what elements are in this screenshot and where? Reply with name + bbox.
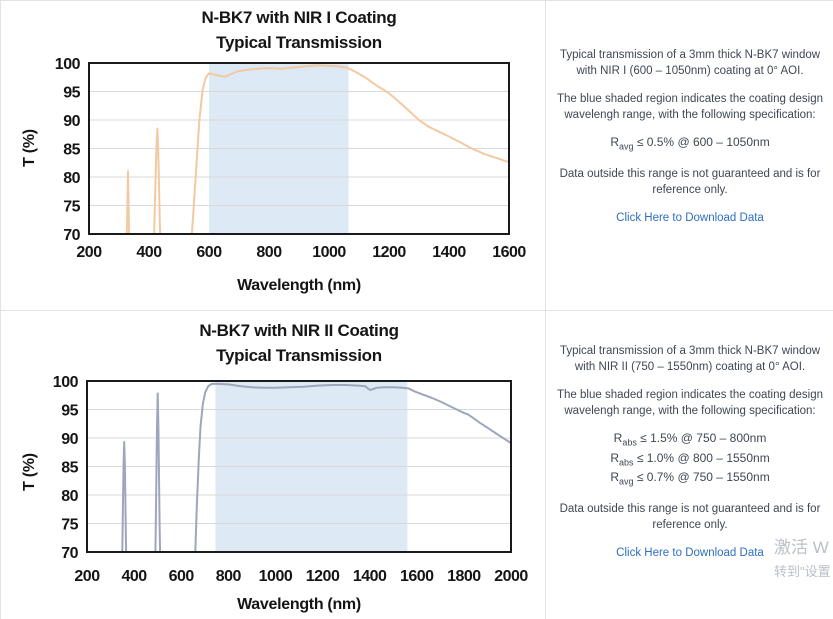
svg-text:85: 85 bbox=[63, 142, 80, 159]
svg-text:80: 80 bbox=[61, 488, 78, 505]
y-tick-labels: 70 75 80 85 90 95 100 bbox=[55, 56, 81, 244]
svg-text:200: 200 bbox=[76, 244, 102, 261]
windows-activation-watermark: 激活 W 转到"设置 bbox=[774, 538, 831, 579]
nir2-band-explanation: The blue shaded region indicates the coa… bbox=[557, 388, 823, 417]
svg-text:85: 85 bbox=[61, 460, 78, 477]
page-top-border bbox=[0, 0, 833, 1]
svg-text:75: 75 bbox=[63, 199, 80, 216]
nir1-band-explanation: The blue shaded region indicates the coa… bbox=[557, 92, 823, 121]
spec-line: Rabs ≤ 1.0% @ 800 – 1550nm bbox=[610, 450, 770, 468]
svg-text:90: 90 bbox=[61, 431, 78, 448]
svg-text:70: 70 bbox=[61, 545, 78, 562]
nir2-chart-subtitle: Typical Transmission bbox=[216, 346, 382, 365]
svg-text:1400: 1400 bbox=[353, 568, 387, 585]
svg-text:1000: 1000 bbox=[259, 568, 293, 585]
nir1-description-panel: Typical transmission of a 3mm thick N-BK… bbox=[551, 1, 829, 310]
nir1-disclaimer: Data outside this range is not guarantee… bbox=[559, 167, 821, 197]
nir1-download-data-link[interactable]: Click Here to Download Data bbox=[616, 212, 764, 225]
transmission-curve bbox=[121, 382, 511, 552]
svg-text:1800: 1800 bbox=[447, 568, 481, 585]
transmission-curve bbox=[125, 64, 509, 234]
nir2-chart-title: N-BK7 with NIR II Coating bbox=[199, 321, 399, 340]
nir2-description-panel: Typical transmission of a 3mm thick N-BK… bbox=[551, 311, 829, 619]
nir2-description-text: Typical transmission of a 3mm thick N-BK… bbox=[559, 345, 821, 374]
svg-text:1600: 1600 bbox=[400, 568, 434, 585]
vertical-divider bbox=[545, 0, 546, 619]
plot-frame bbox=[88, 62, 510, 235]
nir2-transmission-plot: 70 75 80 85 90 95 100 200 400 600 800 1000 1200 1400 1… bbox=[53, 374, 529, 585]
nir2-download-data-link[interactable]: Click Here to Download Data bbox=[616, 547, 764, 560]
svg-text:400: 400 bbox=[136, 244, 162, 261]
nir2-x-axis-label: Wavelength (nm) bbox=[237, 596, 361, 613]
svg-text:400: 400 bbox=[122, 568, 148, 585]
nir1-description-text: Typical transmission of a 3mm thick N-BK… bbox=[559, 49, 821, 78]
svg-text:1200: 1200 bbox=[306, 568, 340, 585]
svg-text:90: 90 bbox=[63, 113, 80, 130]
spec-line: Ravg ≤ 0.5% @ 600 – 1050nm bbox=[610, 135, 770, 152]
nir1-x-axis-label: Wavelength (nm) bbox=[237, 277, 361, 294]
svg-text:800: 800 bbox=[216, 568, 242, 585]
svg-text:2000: 2000 bbox=[494, 568, 528, 585]
svg-text:95: 95 bbox=[61, 403, 78, 420]
svg-text:1000: 1000 bbox=[312, 244, 346, 261]
svg-text:600: 600 bbox=[196, 244, 222, 261]
spec-line: Ravg ≤ 0.7% @ 750 – 1550nm bbox=[610, 470, 770, 487]
page-left-border bbox=[0, 0, 1, 619]
svg-text:200: 200 bbox=[74, 568, 100, 585]
nir1-transmission-plot: 70 75 80 85 90 95 100 200 400 600 800 1000 1200 1400 1… bbox=[55, 56, 527, 261]
svg-text:800: 800 bbox=[256, 244, 282, 261]
svg-text:95: 95 bbox=[63, 85, 80, 102]
svg-text:600: 600 bbox=[169, 568, 195, 585]
nir2-spec-list: Rabs ≤ 1.5% @ 750 – 800nm Rabs ≤ 1.0% @ 8… bbox=[557, 430, 823, 488]
svg-text:100: 100 bbox=[55, 56, 81, 73]
watermark-line1: 激活 W bbox=[774, 538, 829, 557]
svg-text:75: 75 bbox=[61, 517, 78, 534]
nir2-chart-cell: N-BK7 with NIR II Coating Typical Transm… bbox=[1, 311, 545, 619]
svg-text:100: 100 bbox=[53, 374, 79, 391]
horizontal-divider bbox=[0, 310, 833, 311]
nir1-chart-subtitle: Typical Transmission bbox=[216, 33, 382, 52]
x-tick-labels: 200 400 600 800 1000 1200 1400 1600 bbox=[76, 244, 527, 261]
nir2-disclaimer: Data outside this range is not guarantee… bbox=[559, 502, 821, 531]
y-tick-labels: 70 75 80 85 90 95 100 bbox=[53, 374, 79, 562]
nir1-chart-title: N-BK7 with NIR I Coating bbox=[201, 8, 397, 27]
svg-text:70: 70 bbox=[63, 227, 80, 244]
x-tick-labels: 200 400 600 800 1000 1200 1400 1600 1800 2000 bbox=[74, 568, 529, 585]
spec-line: Rabs ≤ 1.5% @ 750 – 800nm bbox=[613, 431, 767, 448]
plot-frame bbox=[86, 380, 512, 553]
svg-text:1600: 1600 bbox=[492, 244, 526, 261]
svg-text:1400: 1400 bbox=[432, 244, 466, 261]
nir1-chart-cell: N-BK7 with NIR I Coating Typical Transmi… bbox=[1, 1, 545, 310]
nir1-spec-list: Ravg ≤ 0.5% @ 600 – 1050nm bbox=[557, 134, 823, 153]
svg-text:1200: 1200 bbox=[372, 244, 406, 261]
watermark-line2: 转到"设置 bbox=[774, 564, 831, 579]
svg-text:80: 80 bbox=[63, 170, 80, 187]
nir2-y-axis-label: T (%) bbox=[21, 453, 38, 491]
nir1-y-axis-label: T (%) bbox=[21, 129, 38, 167]
